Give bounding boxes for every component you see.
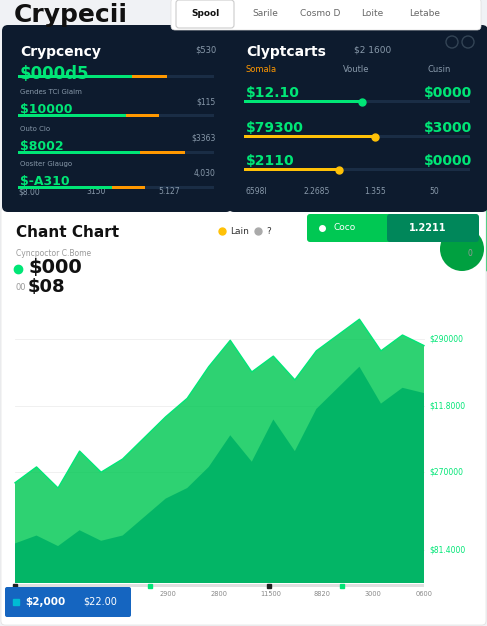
Bar bbox=[18, 186, 214, 189]
Text: Cusin: Cusin bbox=[427, 65, 450, 74]
Text: $81.4000: $81.4000 bbox=[429, 545, 465, 554]
Text: $8002: $8002 bbox=[20, 140, 64, 153]
Polygon shape bbox=[15, 319, 424, 583]
Circle shape bbox=[440, 227, 484, 271]
Bar bbox=[15, 584, 424, 587]
Text: 4,030: 4,030 bbox=[194, 169, 216, 178]
Text: $0000: $0000 bbox=[424, 86, 472, 100]
Text: 20000: 20000 bbox=[4, 591, 26, 597]
Bar bbox=[112, 186, 146, 189]
Text: Spool: Spool bbox=[191, 9, 219, 19]
Text: 5.127: 5.127 bbox=[158, 187, 180, 196]
Bar bbox=[244, 168, 470, 171]
Text: 2900: 2900 bbox=[160, 591, 177, 597]
FancyBboxPatch shape bbox=[228, 25, 487, 212]
Text: $290000: $290000 bbox=[429, 335, 463, 344]
Text: $79300: $79300 bbox=[246, 121, 304, 135]
Text: Voutle: Voutle bbox=[343, 65, 370, 74]
Text: 0: 0 bbox=[467, 249, 472, 258]
Text: Loite: Loite bbox=[361, 9, 383, 19]
Text: $10000: $10000 bbox=[20, 103, 73, 116]
Text: 6598I: 6598I bbox=[246, 187, 268, 196]
FancyBboxPatch shape bbox=[171, 0, 481, 30]
Text: $2,000: $2,000 bbox=[25, 597, 65, 607]
FancyBboxPatch shape bbox=[2, 25, 232, 212]
Bar bbox=[18, 151, 214, 154]
Text: 1.2211: 1.2211 bbox=[409, 223, 447, 233]
Text: $530: $530 bbox=[195, 45, 216, 54]
Text: $000: $000 bbox=[28, 257, 82, 277]
Bar bbox=[18, 114, 126, 117]
Bar bbox=[131, 75, 167, 78]
Text: 2.2685: 2.2685 bbox=[304, 187, 330, 196]
Polygon shape bbox=[390, 206, 487, 271]
Text: Gendes TCi Glaim: Gendes TCi Glaim bbox=[20, 89, 82, 95]
Text: 0600: 0600 bbox=[415, 591, 432, 597]
Bar bbox=[18, 114, 214, 117]
Text: 20000: 20000 bbox=[107, 591, 128, 597]
Text: 3150: 3150 bbox=[86, 187, 105, 196]
Text: $22.00: $22.00 bbox=[83, 597, 117, 607]
Bar bbox=[244, 168, 339, 171]
Text: $2 1600: $2 1600 bbox=[354, 45, 391, 54]
Text: Letabe: Letabe bbox=[410, 9, 441, 19]
Text: ?: ? bbox=[266, 227, 271, 235]
Text: Sarile: Sarile bbox=[252, 9, 278, 19]
Text: 11500: 11500 bbox=[260, 591, 281, 597]
Text: $08: $08 bbox=[28, 278, 66, 296]
Bar bbox=[139, 151, 185, 154]
Text: Chant Chart: Chant Chart bbox=[16, 225, 119, 240]
Bar bbox=[18, 151, 139, 154]
Text: $115: $115 bbox=[197, 97, 216, 106]
Text: $-A310: $-A310 bbox=[20, 175, 70, 188]
Text: $3363: $3363 bbox=[191, 134, 216, 143]
Bar bbox=[244, 100, 470, 103]
FancyBboxPatch shape bbox=[5, 587, 131, 617]
Text: Clyptcarts: Clyptcarts bbox=[246, 45, 326, 59]
Text: 2000: 2000 bbox=[57, 591, 75, 597]
FancyBboxPatch shape bbox=[176, 0, 234, 28]
Bar bbox=[18, 75, 131, 78]
Text: Somala: Somala bbox=[246, 65, 277, 74]
FancyBboxPatch shape bbox=[387, 214, 479, 242]
Polygon shape bbox=[15, 367, 424, 583]
Bar bbox=[18, 75, 214, 78]
Bar bbox=[244, 100, 361, 103]
Bar bbox=[126, 114, 159, 117]
Text: 1.355: 1.355 bbox=[364, 187, 386, 196]
Bar bbox=[244, 135, 375, 138]
Text: $270000: $270000 bbox=[429, 468, 463, 477]
Text: Crypcency: Crypcency bbox=[20, 45, 101, 59]
Text: $000d5: $000d5 bbox=[20, 65, 90, 83]
Text: 50: 50 bbox=[429, 187, 439, 196]
Text: Lain: Lain bbox=[230, 227, 249, 235]
Text: $0000: $0000 bbox=[424, 154, 472, 168]
Text: $8.00: $8.00 bbox=[18, 187, 40, 196]
FancyBboxPatch shape bbox=[1, 207, 486, 625]
Text: $11.8000: $11.8000 bbox=[429, 401, 465, 410]
Text: 00: 00 bbox=[16, 282, 26, 292]
Text: $2110: $2110 bbox=[246, 154, 295, 168]
Text: Oositer Glaugo: Oositer Glaugo bbox=[20, 161, 72, 167]
Bar bbox=[244, 135, 470, 138]
Text: Cosmo D: Cosmo D bbox=[300, 9, 340, 19]
Bar bbox=[18, 186, 112, 189]
Text: $3000: $3000 bbox=[424, 121, 472, 135]
Text: $12.10: $12.10 bbox=[246, 86, 300, 100]
Text: 2800: 2800 bbox=[211, 591, 228, 597]
Text: Crypecii: Crypecii bbox=[14, 3, 128, 27]
Text: 8820: 8820 bbox=[313, 591, 330, 597]
Text: Cyncpoctor C.Bome: Cyncpoctor C.Bome bbox=[16, 249, 91, 258]
Text: 3000: 3000 bbox=[364, 591, 381, 597]
FancyBboxPatch shape bbox=[307, 214, 478, 242]
Text: Coco: Coco bbox=[334, 223, 356, 232]
Text: Outo Cio: Outo Cio bbox=[20, 126, 50, 132]
